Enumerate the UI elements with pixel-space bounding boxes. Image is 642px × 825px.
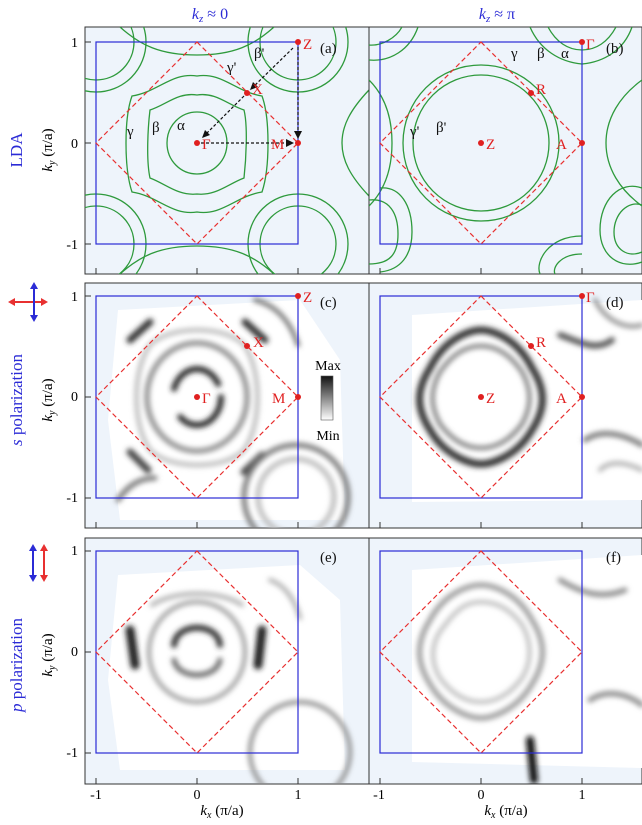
y-axis-label-row3: ky (π/a): [40, 633, 58, 676]
y-tick-label: 0: [71, 645, 78, 660]
arpes-intensity: [125, 578, 352, 784]
point-label-r: R: [536, 335, 546, 351]
panel-tag-a: (a): [320, 41, 337, 57]
s-polarization-icon: [8, 282, 48, 322]
panel-tag-b: (b): [606, 41, 624, 57]
band-label: γ': [409, 124, 420, 140]
band-label: β: [537, 46, 545, 62]
row-label-p-polarization: p polarization: [7, 618, 26, 713]
x-tick-label: 0: [194, 788, 201, 803]
band-label: β': [436, 120, 447, 136]
x-axis-label-right: kx (π/a): [484, 803, 527, 821]
point-label-a: A: [556, 391, 567, 407]
panel-tag-f: (f): [606, 550, 621, 566]
p-polarization-icon: [29, 544, 48, 582]
panel-tag-c: (c): [320, 295, 337, 311]
arpes-intensity: [115, 298, 351, 528]
point-label-x: X: [253, 335, 264, 351]
panel-f: (f): [368, 537, 642, 785]
arpes-intensity: [417, 577, 642, 784]
point-label-z: Z: [486, 137, 495, 153]
axis-ticks: [85, 41, 583, 784]
point-label-gamma: Γ: [202, 137, 211, 153]
x-tick-label: -1: [373, 788, 385, 803]
x-tick-label: -1: [90, 788, 102, 803]
y-tick-label: 1: [71, 290, 78, 305]
point-label-m: M: [271, 137, 284, 153]
column-header-right: kz ≈ π: [479, 6, 515, 25]
x-tick-label: 1: [579, 788, 586, 803]
row-label-s-polarization: s polarization: [7, 353, 26, 446]
panel-e: (e): [84, 537, 370, 785]
band-label: β: [152, 120, 160, 136]
panel-tag-d: (d): [606, 295, 624, 311]
point-label-a: A: [556, 137, 567, 153]
point-label-gamma: Γ: [202, 391, 211, 407]
band-label: γ': [226, 60, 237, 76]
panel-d: Γ R Z A (d): [368, 282, 642, 529]
y-tick-label: -1: [66, 491, 78, 506]
y-tick-label: 1: [71, 544, 78, 559]
y-tick-label: -1: [66, 746, 78, 761]
point-label-x: X: [252, 82, 263, 98]
panel-b: Γ R Z A γ β α γ' β' (b): [368, 26, 642, 275]
panel-tag-e: (e): [320, 550, 337, 566]
band-label: α: [561, 46, 569, 62]
x-axis-label-left: kx (π/a): [200, 803, 243, 821]
point-label-z: Z: [486, 391, 495, 407]
colorbar: Max Min: [315, 359, 341, 444]
y-axis-label-row1: ky (π/a): [40, 128, 58, 171]
y-tick-label: 0: [71, 390, 78, 405]
band-label: γ: [510, 46, 518, 62]
y-tick-label: -1: [66, 238, 78, 253]
point-label-m: M: [272, 391, 285, 407]
point-label-z: Z: [303, 290, 312, 306]
point-label-gamma: Γ: [586, 290, 595, 306]
band-label: α: [177, 118, 185, 134]
band-label: β': [254, 46, 265, 62]
point-label-z: Z: [303, 37, 312, 53]
point-label-gamma: Γ: [586, 37, 595, 53]
band-label: γ: [126, 124, 134, 140]
arpes-intensity: [416, 298, 642, 472]
panel-a: Z X Γ M γ' β' γ β α (a): [84, 26, 370, 275]
colorbar-max-label: Max: [315, 359, 341, 374]
row-label-lda: LDA: [7, 132, 26, 168]
colorbar-min-label: Min: [316, 429, 339, 444]
panel-c: Z X Γ M (c) Max Min: [84, 282, 370, 529]
column-header-left: kz ≈ 0: [192, 6, 228, 25]
y-tick-label: 1: [71, 36, 78, 51]
y-tick-label: 0: [71, 137, 78, 152]
x-tick-label: 0: [478, 788, 485, 803]
x-tick-label: 1: [295, 788, 302, 803]
y-axis-label-row2: ky (π/a): [40, 378, 58, 421]
point-label-r: R: [536, 82, 546, 98]
